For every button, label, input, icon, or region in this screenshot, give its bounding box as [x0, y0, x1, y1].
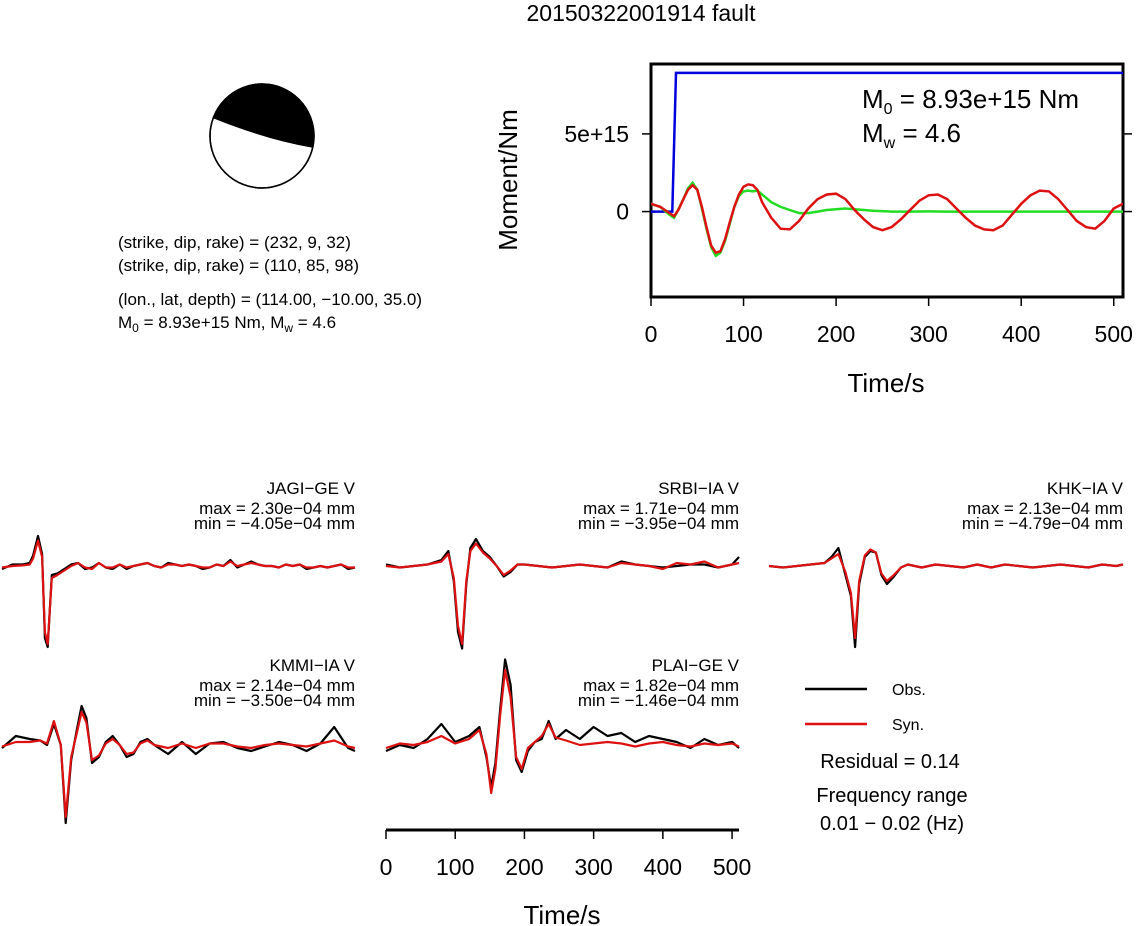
waveform-xtick-label: 100 [436, 854, 474, 880]
moment-xtick-label: 500 [1095, 321, 1133, 347]
moment-xtick-label: 300 [909, 321, 947, 347]
synthetic-trace [1, 539, 355, 646]
waveform-xlabel: Time/s [523, 900, 600, 926]
station-max: max = 1.82e−04 mm [583, 676, 739, 695]
station-max: max = 2.14e−04 mm [199, 676, 355, 695]
moment-annotation-mw: Mw = 4.6 [862, 118, 961, 152]
synthetic-trace [768, 548, 1124, 640]
annotation-mw-value: = 4.6 [895, 118, 961, 148]
mw-text: = 4.6 [293, 313, 336, 332]
mw-subscript: w [283, 321, 293, 335]
moment-xtick-label: 0 [645, 321, 658, 347]
hypocenter-info: (lon., lat, depth) = (114.00, −10.00, 35… [118, 290, 422, 309]
moment-xlabel: Time/s [847, 368, 924, 398]
observed-trace [385, 537, 740, 650]
moment-xtick-label: 200 [817, 321, 855, 347]
m0-text: = 8.93e+15 Nm, M [139, 313, 285, 332]
waveform-xtick-label: 500 [713, 854, 751, 880]
waveform-legend: Obs. Syn. Residual = 0.14 Frequency rang… [805, 682, 968, 835]
waveform-time-axis: 0 100 200 300 400 500 [380, 828, 751, 880]
moment-ytick-label: 5e+15 [564, 121, 629, 147]
synthetic-trace [385, 542, 740, 646]
focal-plane-2: (strike, dip, rake) = (110, 85, 98) [118, 256, 359, 275]
station-min: min = −4.05e−04 mm [194, 514, 355, 533]
moment-xtick-label: 100 [724, 321, 762, 347]
annotation-m0-symbol: M [862, 84, 884, 114]
m0-symbol: M [118, 313, 132, 332]
waveform-xtick-label: 0 [380, 854, 393, 880]
moment-series-line-0 [651, 71, 1123, 213]
moment-ytick-label: 0 [616, 199, 629, 225]
waveform-xtick-label: 300 [574, 854, 612, 880]
focal-plane-1: (strike, dip, rake) = (232, 9, 32) [118, 233, 351, 252]
beachball [209, 83, 315, 189]
moment-series [651, 71, 1123, 258]
station-name: KMMI−IA V [270, 656, 356, 675]
annotation-m0-value: = 8.93e+15 Nm [893, 84, 1079, 114]
station-min: min = −3.95e−04 mm [578, 514, 739, 533]
moment-annotation-m0: M0 = 8.93e+15 Nm [862, 84, 1079, 118]
synthetic-trace [385, 668, 740, 795]
waveform-xtick-label: 400 [644, 854, 682, 880]
m0-subscript: 0 [132, 321, 139, 335]
waveform-xtick-label: 200 [505, 854, 543, 880]
legend-obs-label: Obs. [892, 682, 926, 699]
station-min: min = −1.46e−04 mm [578, 691, 739, 710]
station-max: max = 2.13e−04 mm [967, 499, 1123, 518]
beachball-rim [209, 83, 315, 189]
legend-syn-label: Syn. [892, 717, 924, 734]
figure-title: 20150322001914 fault [527, 0, 757, 26]
moment-series-line-2 [651, 183, 1123, 255]
station-max: max = 1.71e−04 mm [583, 499, 739, 518]
station-min: min = −4.79e−04 mm [962, 514, 1123, 533]
annotation-mw-subscript: w [883, 135, 896, 152]
observed-trace [1, 534, 356, 649]
beachball-compressional-quadrant [213, 83, 315, 148]
station-name: SRBI−IA V [658, 479, 739, 498]
annotation-mw-symbol: M [862, 118, 884, 148]
residual-text: Residual = 0.14 [820, 751, 960, 773]
moment-plot-frame [649, 62, 1125, 299]
magnitude-info: M0 = 8.93e+15 Nm, Mw = 4.6 [118, 313, 336, 335]
moment-ylabel: Moment/Nm [493, 109, 523, 251]
frequency-range-value: 0.01 − 0.02 (Hz) [820, 813, 964, 835]
synthetic-trace [1, 710, 356, 819]
moment-xtick-label: 400 [1002, 321, 1040, 347]
station-name: KHK−IA V [1047, 479, 1124, 498]
station-max: max = 2.30e−04 mm [199, 499, 355, 518]
station-name: JAGI−GE V [267, 479, 356, 498]
moment-axes: 0 100 200 300 400 500 0 5e+15 [564, 121, 1133, 347]
frequency-range-label: Frequency range [816, 785, 967, 807]
annotation-m0-subscript: 0 [884, 101, 893, 118]
station-min: min = −3.50e−04 mm [194, 691, 355, 710]
station-name: PLAI−GE V [652, 656, 740, 675]
